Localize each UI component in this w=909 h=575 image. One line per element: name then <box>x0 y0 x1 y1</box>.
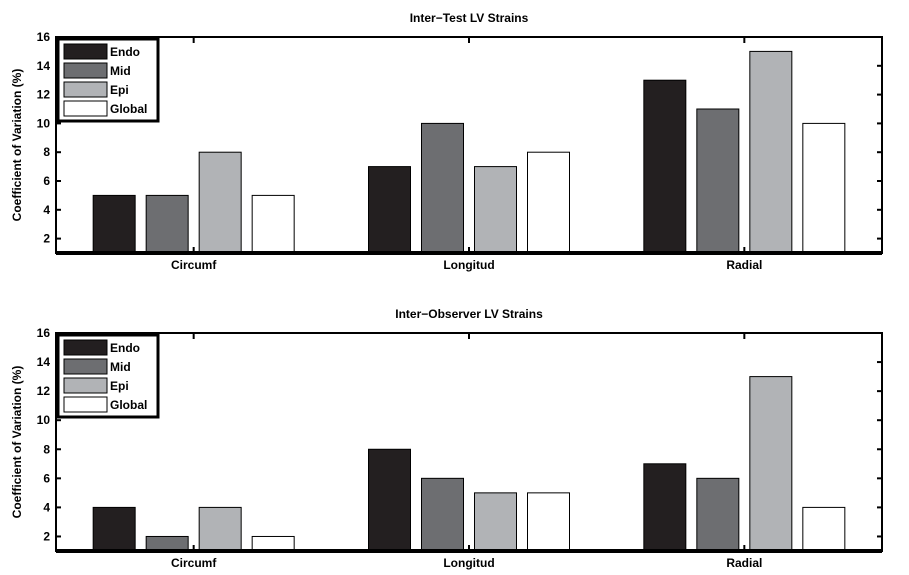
y-axis-label: Coefficient of Variation (%) <box>10 366 24 519</box>
plot-area <box>56 37 882 253</box>
chart-title: Inter−Observer LV Strains <box>395 307 543 321</box>
x-tick-label: Radial <box>726 556 762 570</box>
x-tick-label: Circumf <box>171 556 217 570</box>
bar-global-longitud <box>527 492 570 552</box>
bar-global-circumf <box>251 194 295 254</box>
y-tick-label: 4 <box>43 203 50 217</box>
y-tick-label: 8 <box>43 442 50 456</box>
bar-endo-longitud <box>368 166 411 254</box>
y-tick-label: 14 <box>37 59 51 73</box>
legend-swatch-mid <box>63 62 108 79</box>
bar-mid-radial <box>696 477 740 552</box>
bar-global-radial <box>802 122 846 254</box>
y-tick-label: 8 <box>43 145 50 159</box>
legend-swatch-mid <box>63 358 108 375</box>
bar-mid-circumf <box>145 194 189 254</box>
bar-epi-circumf <box>198 506 242 552</box>
y-tick-label: 4 <box>43 500 50 514</box>
legend-swatch-global <box>63 100 108 117</box>
x-tick-label: Circumf <box>171 258 217 272</box>
x-tick-label: Longitud <box>443 556 494 570</box>
legend-swatch-epi <box>63 81 108 98</box>
y-tick-label: 2 <box>43 232 50 246</box>
bar-endo-radial <box>643 463 687 552</box>
y-tick-label: 16 <box>37 326 51 340</box>
bar-mid-longitud <box>421 122 464 254</box>
bar-epi-circumf <box>198 151 242 254</box>
bar-mid-radial <box>696 108 740 254</box>
legend-swatch-endo <box>63 339 108 356</box>
y-tick-label: 10 <box>37 413 51 427</box>
x-tick-label: Longitud <box>443 258 494 272</box>
y-tick-label: 2 <box>43 529 50 543</box>
legend: Endo Mid Epi Global <box>56 37 160 123</box>
bar-endo-circumf <box>92 194 136 254</box>
bar-epi-longitud <box>474 166 517 254</box>
legend-label-global: Global <box>110 102 147 116</box>
chart-panel-2: Inter−Observer LV Strains Coefficient of … <box>10 307 883 570</box>
y-tick-label: 12 <box>37 88 51 102</box>
legend-label-epi: Epi <box>110 379 129 393</box>
chart-panel-1: Inter−Test LV Strains Coefficient of Vari… <box>10 11 883 272</box>
y-tick-label: 12 <box>37 384 51 398</box>
legend-swatch-endo <box>63 43 108 60</box>
y-tick-label: 6 <box>43 471 50 485</box>
y-tick-label: 14 <box>37 355 51 369</box>
legend-swatch-global <box>63 396 108 413</box>
plot-area <box>56 333 882 551</box>
legend-label-mid: Mid <box>110 360 131 374</box>
y-tick-label: 10 <box>37 116 51 130</box>
legend-swatch-epi <box>63 377 108 394</box>
bar-epi-radial <box>749 50 793 254</box>
bar-epi-radial <box>749 376 793 552</box>
x-tick-label: Radial <box>726 258 762 272</box>
bar-global-radial <box>802 506 846 552</box>
bar-epi-longitud <box>474 492 517 552</box>
bar-endo-circumf <box>92 506 136 552</box>
y-axis-label: Coefficient of Variation (%) <box>10 69 24 222</box>
bar-mid-longitud <box>421 477 464 552</box>
legend-label-mid: Mid <box>110 64 131 78</box>
y-tick-label: 6 <box>43 174 50 188</box>
bar-mid-circumf <box>145 535 189 552</box>
legend-label-endo: Endo <box>110 341 140 355</box>
y-tick-label: 16 <box>37 30 51 44</box>
bar-endo-radial <box>643 79 687 254</box>
legend: Endo Mid Epi Global <box>56 333 160 419</box>
legend-label-epi: Epi <box>110 83 129 97</box>
bar-endo-longitud <box>368 448 411 552</box>
legend-label-endo: Endo <box>110 45 140 59</box>
chart-title: Inter−Test LV Strains <box>410 11 529 25</box>
legend-label-global: Global <box>110 398 147 412</box>
bar-global-longitud <box>527 151 570 254</box>
bar-global-circumf <box>251 535 295 552</box>
